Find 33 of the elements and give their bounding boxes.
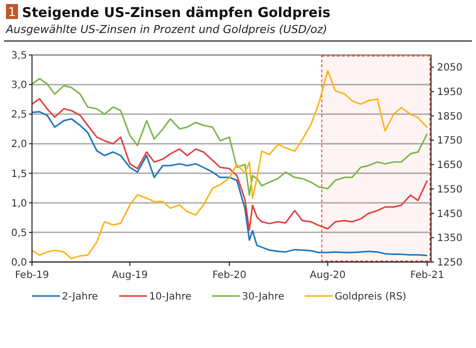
- legend-label: Goldpreis (RS): [334, 292, 406, 302]
- y-tick-label: 1,5: [11, 168, 27, 180]
- y2-tick-label: 1750: [437, 136, 462, 147]
- y-tick-label: 3,0: [11, 80, 27, 92]
- y-tick-label: 2,0: [11, 139, 27, 150]
- y2-tick-label: 1650: [437, 160, 462, 172]
- y-tick-label: 2,5: [11, 110, 27, 121]
- legend-label: 10-Jahre: [149, 292, 192, 302]
- y2-tick-label: 1950: [437, 87, 462, 98]
- legend-label: 30-Jahre: [242, 292, 284, 302]
- x-tick-label: Feb-19: [14, 270, 50, 281]
- chart-title: Steigende US-Zinsen dämpfen Goldpreis: [22, 5, 330, 21]
- y-tick-label: 1,0: [11, 198, 27, 210]
- x-tick-label: Feb-21: [410, 270, 444, 281]
- text: 1: [8, 5, 16, 19]
- y2-tick-label: 1350: [437, 233, 462, 244]
- x-tick-label: Aug-19: [112, 270, 148, 281]
- chart-subtitle: Ausgewählte US-Zinsen in Prozent und Goldpreis (USD/oz): [5, 23, 328, 36]
- y2-tick-label: 1550: [437, 184, 462, 196]
- y2-tick-label: 1850: [437, 111, 462, 122]
- y2-tick-label: 2050: [437, 62, 462, 74]
- line-series: [31, 78, 428, 196]
- line-series: [31, 111, 428, 256]
- y2-tick-label: 1450: [437, 208, 462, 220]
- y-tick-label: 0,5: [11, 228, 27, 239]
- line-series: [31, 98, 428, 231]
- y2-tick-label: 1250: [437, 258, 462, 268]
- y-tick-label: 0,0: [11, 258, 27, 268]
- x-tick-label: Aug-20: [310, 270, 346, 281]
- legend-label: 2-Jahre: [62, 292, 98, 302]
- line-series: [31, 70, 428, 260]
- y-tick-label: 3,5: [11, 50, 27, 62]
- x-tick-label: Feb-20: [212, 270, 246, 281]
